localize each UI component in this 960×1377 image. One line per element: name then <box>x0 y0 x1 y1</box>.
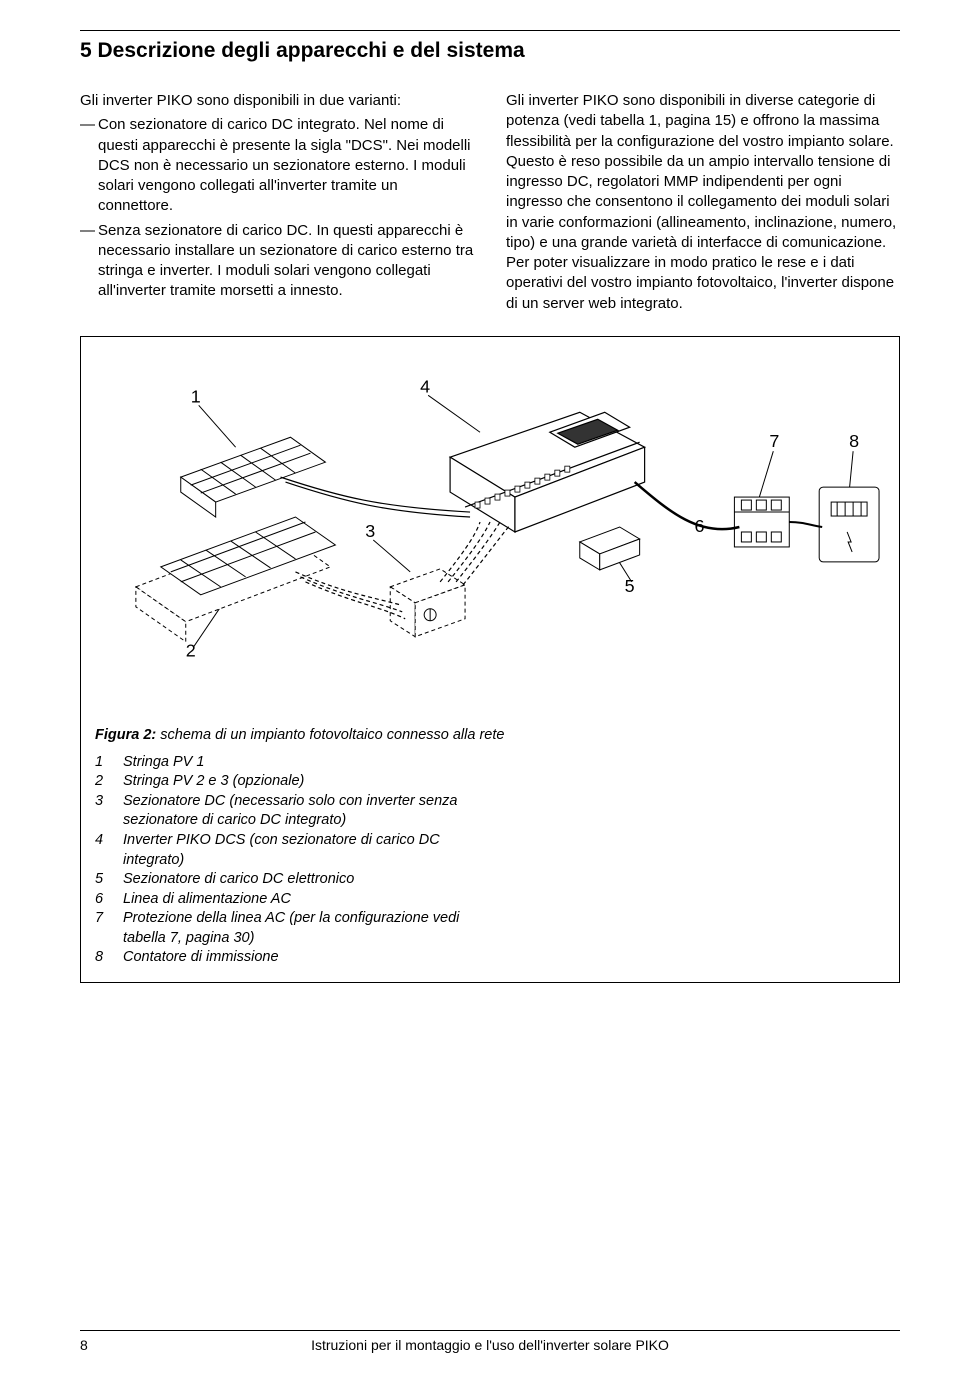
diagram-svg: 1 4 7 8 6 3 5 2 <box>81 337 899 717</box>
bullet-text: Con sezionatore di carico DC integrato. … <box>98 115 474 216</box>
legend-row: 1Stringa PV 1 <box>95 753 885 773</box>
figure-caption-block: Figura 2: schema di un impianto fotovolt… <box>81 717 899 982</box>
bullet-text: Senza sezionatore di carico DC. In quest… <box>98 221 474 302</box>
intro-text: Gli inverter PIKO sono disponibili in du… <box>80 91 474 111</box>
figure-caption: Figura 2: schema di un impianto fotovolt… <box>95 727 885 743</box>
callout-4: 4 <box>420 376 430 396</box>
callout-7: 7 <box>769 431 779 451</box>
meter-icon <box>819 487 879 562</box>
legend-row: 8Contatore di immissione <box>95 948 885 968</box>
inverter-icon <box>450 412 645 532</box>
legend-row: 7Protezione della linea AC (per la confi… <box>95 909 885 948</box>
callout-3: 3 <box>365 521 375 541</box>
figure-diagram: 1 4 7 8 6 3 5 2 <box>81 337 899 717</box>
right-column: Gli inverter PIKO sono disponibili in di… <box>506 91 900 314</box>
footer-title: Istruzioni per il montaggio e l'uso dell… <box>80 1337 900 1353</box>
callout-8: 8 <box>849 431 859 451</box>
legend-row: 3Sezionatore DC (necessario solo con inv… <box>95 792 885 831</box>
callout-1: 1 <box>191 386 201 406</box>
figure-box: 1 4 7 8 6 3 5 2 <box>80 336 900 983</box>
dc-switch-icon <box>580 527 640 570</box>
legend-row: 5Sezionatore di carico DC elettronico <box>95 870 885 890</box>
bullet-dash: — <box>80 221 98 302</box>
figure-caption-text: schema di un impianto fotovoltaico conne… <box>160 727 504 743</box>
ac-breaker-icon <box>734 497 789 547</box>
page-number: 8 <box>80 1337 88 1353</box>
two-column-body: Gli inverter PIKO sono disponibili in du… <box>80 91 900 314</box>
legend-list: 1Stringa PV 1 2Stringa PV 2 e 3 (opziona… <box>95 753 885 968</box>
figure-label: Figura 2: <box>95 727 156 743</box>
top-rule <box>80 30 900 31</box>
legend-row: 6Linea di alimentazione AC <box>95 890 885 910</box>
bullet-item: — Con sezionatore di carico DC integrato… <box>80 115 474 216</box>
legend-row: 2Stringa PV 2 e 3 (opzionale) <box>95 772 885 792</box>
page-footer: 8 Istruzioni per il montaggio e l'uso de… <box>80 1330 900 1353</box>
legend-row: 4Inverter PIKO DCS (con sezionatore di c… <box>95 831 885 870</box>
bullet-item: — Senza sezionatore di carico DC. In que… <box>80 221 474 302</box>
dc-disconnect-icon <box>390 569 465 637</box>
page: 5 Descrizione degli apparecchi e del sis… <box>0 0 960 1377</box>
section-heading: 5 Descrizione degli apparecchi e del sis… <box>80 39 900 63</box>
right-paragraph: Gli inverter PIKO sono disponibili in di… <box>506 91 900 314</box>
callout-2: 2 <box>186 640 196 660</box>
bullet-dash: — <box>80 115 98 216</box>
solar-panel-1 <box>181 437 326 517</box>
footer-rule <box>80 1330 900 1331</box>
solar-panel-2 <box>136 517 336 642</box>
left-column: Gli inverter PIKO sono disponibili in du… <box>80 91 474 314</box>
